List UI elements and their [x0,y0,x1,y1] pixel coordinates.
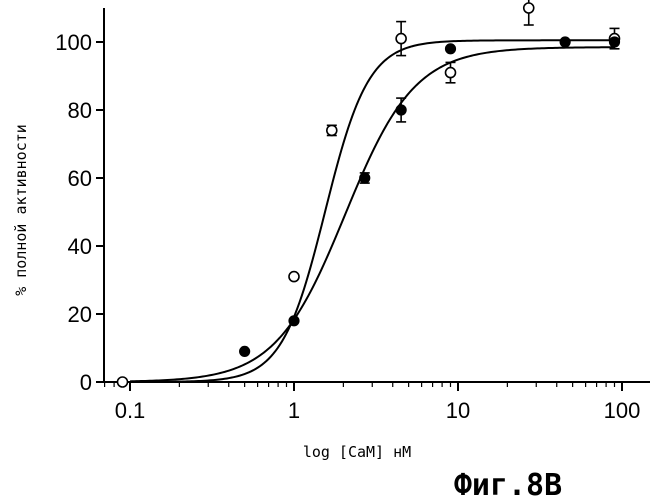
figure-caption: Фиг.8В [454,468,562,500]
fit-curve-1 [130,40,615,382]
y-axis-label: % полной активности [12,124,30,296]
data-point-filled [610,37,620,47]
data-point-filled [396,105,406,115]
data-point-open [445,68,455,78]
y-tick-label: 80 [68,98,92,123]
data-point-filled [560,37,570,47]
data-point-open [524,3,534,13]
x-tick-label: 10 [446,398,470,423]
y-tick-label: 20 [68,302,92,327]
data-point-filled [289,316,299,326]
ticks [96,42,622,391]
data-point-open [396,34,406,44]
data-points [117,3,619,387]
data-point-open [117,377,127,387]
data-point-filled [446,44,456,54]
x-tick-label: 100 [604,398,641,423]
x-tick-label: 0.1 [115,398,146,423]
y-tick-label: 100 [55,30,92,55]
tick-labels: 0 20 40 60 80 100 0.1 1 10 100 [55,30,640,423]
y-tick-label: 0 [80,370,92,395]
y-tick-label: 40 [68,234,92,259]
data-point-filled [240,347,250,357]
x-tick-label: 1 [288,398,300,423]
data-point-open [289,272,299,282]
axes [104,8,650,382]
data-point-filled [360,173,370,183]
fit-curve-2 [130,47,615,381]
data-point-open [327,125,337,135]
fit-curves [130,40,615,382]
y-tick-label: 60 [68,166,92,191]
x-axis-label: log [CaM] нМ [303,443,411,461]
